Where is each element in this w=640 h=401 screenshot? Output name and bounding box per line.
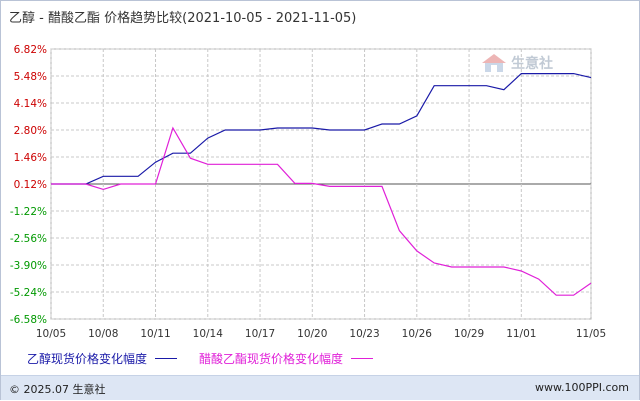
x-tick-label: 10/29 xyxy=(454,328,484,340)
y-tick-label: -2.56% xyxy=(10,233,47,245)
x-tick-label: 10/23 xyxy=(349,328,379,340)
x-tick-label: 10/14 xyxy=(193,328,224,340)
y-tick-label: -5.24% xyxy=(10,287,47,299)
series-line-ethanol xyxy=(51,72,592,185)
y-tick-label: 2.80% xyxy=(14,125,47,137)
y-tick-label: 5.48% xyxy=(14,71,47,83)
x-tick-label: 11/05 xyxy=(576,328,606,340)
y-tick-label: -3.90% xyxy=(10,260,47,272)
footer-bar: © 2025.07 生意社 www.100PPI.com xyxy=(1,375,639,400)
y-tick-label: 0.12% xyxy=(14,179,47,191)
legend-series-a-line xyxy=(155,358,178,359)
copyright-text: © 2025.07 生意社 xyxy=(9,383,106,396)
y-tick-label: 1.46% xyxy=(14,152,47,164)
house-logo-icon xyxy=(482,54,506,72)
series-line-ethyl-acetate xyxy=(51,126,592,296)
title-suffix: 价格趋势比较 xyxy=(104,11,183,26)
y-tick-label: 6.82% xyxy=(14,44,47,56)
y-tick-label: -6.58% xyxy=(10,314,47,326)
y-tick-label: 4.14% xyxy=(14,98,47,110)
title-date-range: (2021-10-05 - 2021-11-05) xyxy=(182,11,357,26)
legend-series-a: 乙醇现货价格变化幅度 xyxy=(27,350,178,367)
x-tick-label: 10/08 xyxy=(88,328,118,340)
site-url-link[interactable]: www.100PPI.com xyxy=(535,381,629,394)
legend-series-b: 醋酸乙酯现货价格变化幅度 xyxy=(199,350,374,367)
y-tick-label: -1.22% xyxy=(10,206,47,218)
chart-title: 乙醇 - 醋酸乙酯 价格趋势比较(2021-10-05 - 2021-11-05… xyxy=(9,7,356,26)
x-tick-label: 10/26 xyxy=(402,328,433,340)
legend-series-a-label: 乙醇现货价格变化幅度 xyxy=(27,352,148,366)
title-series-b: 醋酸乙酯 xyxy=(48,11,101,26)
title-separator: - xyxy=(39,11,44,26)
x-tick-label: 10/05 xyxy=(36,328,66,340)
title-series-a: 乙醇 xyxy=(9,11,36,26)
legend-series-b-label: 醋酸乙酯现货价格变化幅度 xyxy=(199,352,344,366)
x-tick-label: 10/20 xyxy=(297,328,327,340)
legend-series-b-line xyxy=(351,358,374,359)
x-tick-label: 11/01 xyxy=(506,328,536,340)
x-tick-label: 10/17 xyxy=(245,328,275,340)
x-tick-label: 10/11 xyxy=(140,328,170,340)
